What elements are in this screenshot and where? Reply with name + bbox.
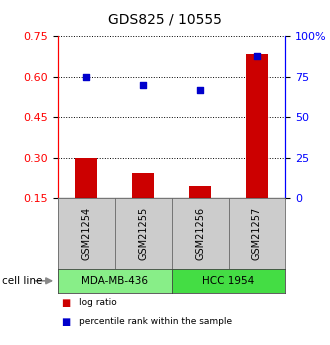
- Bar: [75, 158, 97, 198]
- Text: MDA-MB-436: MDA-MB-436: [81, 276, 148, 286]
- Text: ■: ■: [61, 317, 70, 327]
- Text: GSM21257: GSM21257: [252, 207, 262, 260]
- Text: cell line: cell line: [2, 276, 42, 286]
- Text: log ratio: log ratio: [79, 298, 117, 307]
- Text: GSM21254: GSM21254: [81, 207, 91, 260]
- Point: [197, 87, 203, 92]
- Text: percentile rank within the sample: percentile rank within the sample: [79, 317, 232, 326]
- Point: [141, 82, 146, 88]
- Bar: [189, 186, 211, 198]
- Bar: [246, 54, 268, 198]
- Point: [254, 53, 260, 58]
- Bar: [132, 173, 154, 198]
- Point: [83, 74, 89, 79]
- Text: ■: ■: [61, 298, 70, 308]
- Text: HCC 1954: HCC 1954: [202, 276, 255, 286]
- Text: GSM21256: GSM21256: [195, 207, 205, 260]
- Text: GDS825 / 10555: GDS825 / 10555: [108, 12, 222, 26]
- Text: GSM21255: GSM21255: [138, 207, 148, 260]
